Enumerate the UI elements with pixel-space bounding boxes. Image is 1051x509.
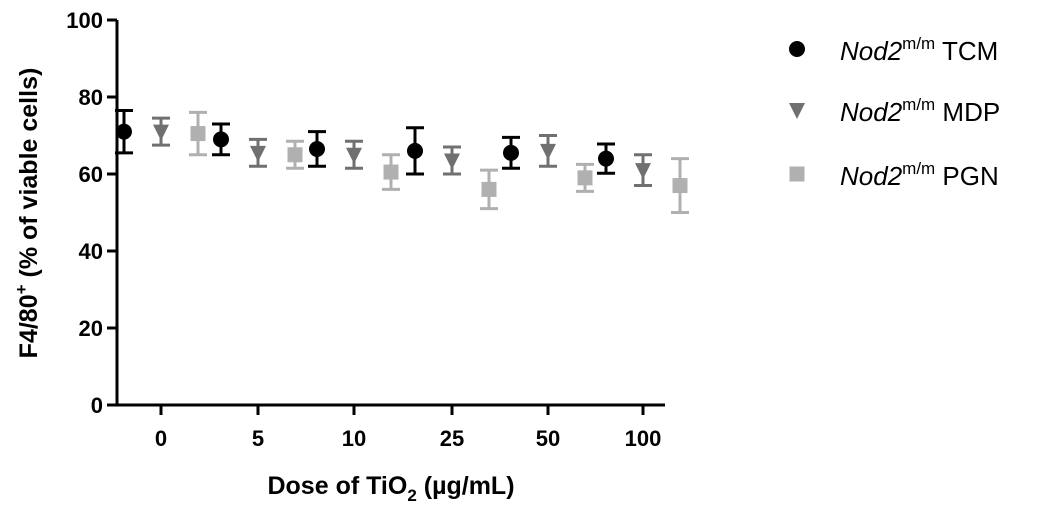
legend-label-gene: Nod2 <box>840 36 903 66</box>
x-tick-label: 25 <box>440 426 464 451</box>
series-pgn <box>189 110 689 214</box>
legend-label: Nod2m/m PGN <box>840 159 999 191</box>
data-point <box>407 142 423 159</box>
legend-label-gene: Nod2 <box>840 161 903 191</box>
data-point <box>213 131 229 148</box>
data-point <box>250 145 266 162</box>
y-tick-label: 20 <box>79 316 103 341</box>
legend-item-tcm: Nod2m/m TCM <box>789 34 998 66</box>
legend-label-superscript: m/m <box>902 159 935 178</box>
axes: 0 20 40 60 80 100 0 5 10 25 50 100 Dose of TiO2 (µg/… <box>12 8 665 505</box>
y-axis-label-superscript: + <box>12 284 31 294</box>
data-point <box>383 164 399 180</box>
series-mdp <box>152 116 652 188</box>
y-axis-label: F4/80+ (% of viable cells) <box>12 68 43 359</box>
data-point <box>153 124 169 141</box>
data-point <box>598 150 614 167</box>
data-point <box>444 153 460 170</box>
legend-label-treatment: PGN <box>935 161 999 191</box>
legend-label: Nod2m/m MDP <box>840 95 1000 127</box>
y-axis-label-unit: (% of viable cells) <box>15 68 43 285</box>
x-axis-label-main: Dose of TiO <box>267 472 407 500</box>
data-point <box>190 126 206 142</box>
legend-item-pgn: Nod2m/m PGN <box>789 159 999 191</box>
data-point <box>577 170 593 186</box>
x-tick-label: 50 <box>536 426 560 451</box>
x-axis-label: Dose of TiO2 (µg/mL) <box>267 472 514 505</box>
legend-marker <box>789 41 805 57</box>
data-point <box>309 140 325 157</box>
legend-marker <box>789 166 805 182</box>
legend-item-mdp: Nod2m/m MDP <box>789 95 1000 127</box>
x-axis-label-unit: (µg/mL) <box>417 472 515 500</box>
data-point <box>287 147 303 163</box>
y-tick-label: 60 <box>79 162 103 187</box>
legend-label-treatment: TCM <box>935 36 998 66</box>
data-point <box>481 181 497 197</box>
y-tick-label: 0 <box>91 393 103 418</box>
data-point <box>672 178 688 194</box>
y-tick-label: 40 <box>79 239 103 264</box>
y-tick-label: 80 <box>79 85 103 110</box>
legend-label-superscript: m/m <box>902 95 935 114</box>
legend-marker <box>789 103 805 119</box>
x-axis-label-subscript: 2 <box>407 486 416 505</box>
x-tick-label: 10 <box>342 426 366 451</box>
y-tick-label: 100 <box>66 8 103 33</box>
x-tick-label: 5 <box>252 426 264 451</box>
x-tick-label: 0 <box>155 426 167 451</box>
legend-label-superscript: m/m <box>902 34 935 53</box>
legend-label: Nod2m/m TCM <box>840 34 998 66</box>
legend-label-gene: Nod2 <box>840 97 903 127</box>
data-point <box>116 123 132 140</box>
data-point <box>635 163 651 180</box>
data-point <box>346 147 362 164</box>
data-point <box>503 144 519 161</box>
legend-label-treatment: MDP <box>935 97 1000 127</box>
data-point <box>540 143 556 160</box>
data-marks <box>115 108 689 214</box>
x-tick-label: 100 <box>625 426 662 451</box>
y-axis-label-main: F4/80 <box>15 294 43 358</box>
series-tcm <box>115 108 615 176</box>
